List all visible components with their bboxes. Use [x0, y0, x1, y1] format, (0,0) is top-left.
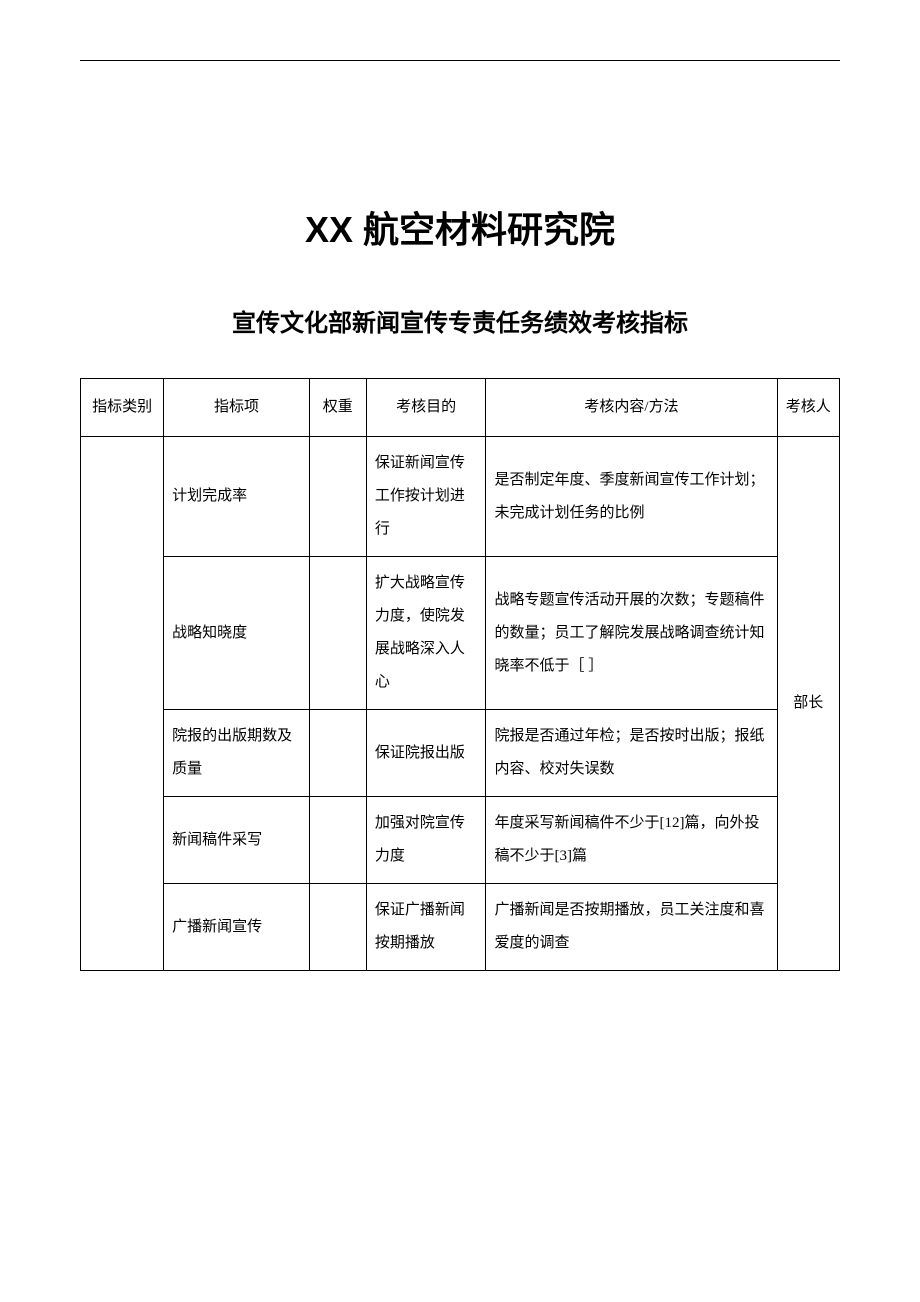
- header-divider: [80, 60, 840, 61]
- cell-purpose: 保证广播新闻按期播放: [366, 884, 486, 971]
- cell-method: 广播新闻是否按期播放，员工关注度和喜爱度的调查: [486, 884, 777, 971]
- cell-purpose: 加强对院宣传力度: [366, 797, 486, 884]
- cell-method: 院报是否通过年检；是否按时出版；报纸内容、校对失误数: [486, 710, 777, 797]
- assessment-table: 指标类别 指标项 权重 考核目的 考核内容/方法 考核人 计划完成率 保证新闻宣…: [80, 378, 840, 971]
- table-row: 战略知晓度 扩大战略宣传力度，使院发展战略深入人心 战略专题宣传活动开展的次数；…: [81, 557, 840, 710]
- cell-method: 年度采写新闻稿件不少于[12]篇，向外投稿不少于[3]篇: [486, 797, 777, 884]
- cell-indicator: 新闻稿件采写: [164, 797, 310, 884]
- cell-indicator: 计划完成率: [164, 437, 310, 557]
- cell-indicator: 院报的出版期数及质量: [164, 710, 310, 797]
- table-row: 院报的出版期数及质量 保证院报出版 院报是否通过年检；是否按时出版；报纸内容、校…: [81, 710, 840, 797]
- header-weight: 权重: [309, 379, 366, 437]
- cell-indicator: 广播新闻宣传: [164, 884, 310, 971]
- header-method: 考核内容/方法: [486, 379, 777, 437]
- cell-weight: [309, 437, 366, 557]
- cell-indicator: 战略知晓度: [164, 557, 310, 710]
- sub-title: 宣传文化部新闻宣传专责任务绩效考核指标: [80, 303, 840, 338]
- table-row: 计划完成率 保证新闻宣传工作按计划进行 是否制定年度、季度新闻宣传工作计划；未完…: [81, 437, 840, 557]
- table-header-row: 指标类别 指标项 权重 考核目的 考核内容/方法 考核人: [81, 379, 840, 437]
- cell-purpose: 保证院报出版: [366, 710, 486, 797]
- header-assessor: 考核人: [777, 379, 839, 437]
- cell-weight: [309, 557, 366, 710]
- cell-category: [81, 437, 164, 971]
- cell-weight: [309, 710, 366, 797]
- header-indicator: 指标项: [164, 379, 310, 437]
- table-row: 新闻稿件采写 加强对院宣传力度 年度采写新闻稿件不少于[12]篇，向外投稿不少于…: [81, 797, 840, 884]
- cell-purpose: 保证新闻宣传工作按计划进行: [366, 437, 486, 557]
- header-purpose: 考核目的: [366, 379, 486, 437]
- cell-weight: [309, 797, 366, 884]
- cell-weight: [309, 884, 366, 971]
- main-title: XX 航空材料研究院: [80, 201, 840, 253]
- header-category: 指标类别: [81, 379, 164, 437]
- cell-purpose: 扩大战略宣传力度，使院发展战略深入人心: [366, 557, 486, 710]
- cell-assessor: 部长: [777, 437, 839, 971]
- cell-method: 是否制定年度、季度新闻宣传工作计划；未完成计划任务的比例: [486, 437, 777, 557]
- cell-method: 战略专题宣传活动开展的次数；专题稿件的数量；员工了解院发展战略调查统计知晓率不低…: [486, 557, 777, 710]
- table-row: 广播新闻宣传 保证广播新闻按期播放 广播新闻是否按期播放，员工关注度和喜爱度的调…: [81, 884, 840, 971]
